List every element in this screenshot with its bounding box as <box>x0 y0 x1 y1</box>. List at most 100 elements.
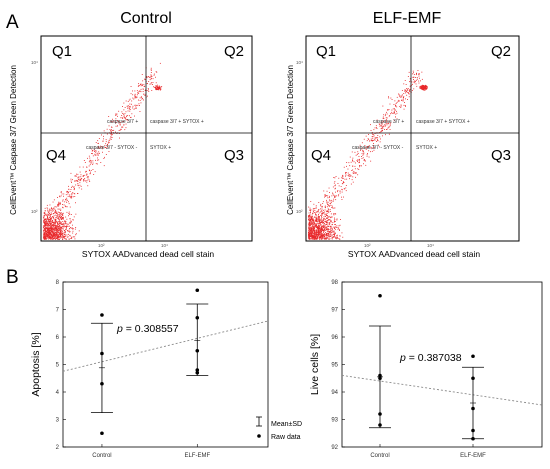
flow-dot <box>56 232 58 233</box>
flow-dot <box>142 80 144 82</box>
raw-data-point <box>100 431 104 436</box>
flow-dot <box>312 224 314 226</box>
flow-dot <box>44 227 46 229</box>
flow-dot <box>44 218 46 220</box>
flow-dot <box>60 216 62 218</box>
flow-dot <box>105 143 107 145</box>
flow-dot <box>45 226 47 228</box>
flow-dot <box>57 214 59 216</box>
flow-dot <box>310 229 312 231</box>
flow-dot <box>44 219 46 221</box>
flow-dot <box>319 234 321 236</box>
flow-dot <box>382 117 384 119</box>
flow-dot <box>323 227 325 229</box>
flow-dot <box>121 117 123 119</box>
flow-dot <box>322 238 324 240</box>
flow-dot <box>318 236 320 238</box>
flow-dot <box>45 227 47 229</box>
flow-dot <box>416 73 417 75</box>
flow-dot <box>52 208 54 210</box>
flow-dot <box>380 130 382 132</box>
flow-dot <box>349 165 351 167</box>
flow-dot <box>130 116 132 118</box>
flow-dot <box>323 230 325 232</box>
flow-dot <box>58 229 60 231</box>
flow-dot <box>52 234 54 236</box>
flow-dot <box>317 236 319 238</box>
flow-dot <box>310 232 312 233</box>
flow-dot <box>120 117 122 119</box>
flow-dot <box>55 223 56 225</box>
flow-dot <box>44 229 46 231</box>
flow-dot <box>56 217 58 219</box>
flow-dot <box>46 220 47 222</box>
flow-dot <box>45 236 47 238</box>
flow-dot <box>139 111 141 112</box>
flow-dot <box>316 230 317 232</box>
flow-dot <box>72 192 74 193</box>
flow-dot <box>330 231 331 232</box>
flow-dot <box>329 219 330 221</box>
flow-dot <box>316 223 318 225</box>
flow-dot <box>324 206 326 208</box>
flow-dot <box>146 77 148 79</box>
flow-dot <box>54 223 55 225</box>
flow-dot <box>75 202 76 204</box>
flow-dot <box>396 106 398 108</box>
flow-dot <box>318 227 319 229</box>
flow-dot <box>115 115 117 116</box>
flow-dot <box>57 234 59 236</box>
flow-dot <box>44 236 46 238</box>
flow-dot <box>320 225 322 227</box>
flow-dot <box>315 233 317 235</box>
flow-dot <box>311 214 313 216</box>
flow-dot <box>55 229 57 231</box>
flow-dot <box>318 226 320 228</box>
flow-dot <box>92 169 94 170</box>
flow-dot <box>158 89 160 91</box>
flow-dot <box>352 176 354 178</box>
flow-dot <box>308 233 310 235</box>
flow-dot <box>314 228 315 229</box>
flow-dot <box>54 220 56 221</box>
flow-dot <box>47 217 48 218</box>
flow-dot <box>420 88 422 89</box>
q4-label-elf-emf: Q4 <box>311 147 331 164</box>
q3-label-control: Q3 <box>224 147 244 164</box>
flow-dot <box>334 228 336 230</box>
flow-dot <box>353 161 355 163</box>
flow-dot <box>344 188 346 190</box>
flow-dot <box>44 223 46 225</box>
flow-dot <box>47 214 49 216</box>
xtick-1-elf-emf: 10² <box>364 243 371 248</box>
flow-dot <box>49 209 51 211</box>
flow-dot <box>61 217 63 218</box>
flow-dot <box>54 232 56 234</box>
flow-dot <box>63 226 64 228</box>
flow-dot <box>314 212 315 214</box>
flow-dot <box>377 135 379 136</box>
flow-dot <box>338 185 340 187</box>
flow-dot <box>309 220 310 221</box>
flow-dot <box>411 84 412 86</box>
flow-dot <box>404 90 406 92</box>
flow-dot <box>150 82 152 84</box>
flow-dot <box>413 88 415 90</box>
flow-dot <box>61 193 63 195</box>
flow-dot <box>61 230 63 232</box>
flow-dot <box>122 113 124 114</box>
flow-dot <box>314 235 315 237</box>
flow-dot <box>311 216 313 218</box>
flow-dot <box>105 139 107 141</box>
flow-dot <box>48 218 49 220</box>
flow-dot <box>88 165 90 167</box>
flow-dot <box>394 112 395 113</box>
flow-dot <box>407 99 408 100</box>
flow-dot <box>70 227 71 228</box>
flow-dot <box>385 117 387 119</box>
flow-dot <box>324 194 326 195</box>
flow-dot <box>43 215 45 217</box>
flow-dot <box>334 207 336 209</box>
flow-dot <box>408 89 410 91</box>
flow-dot <box>335 187 336 189</box>
